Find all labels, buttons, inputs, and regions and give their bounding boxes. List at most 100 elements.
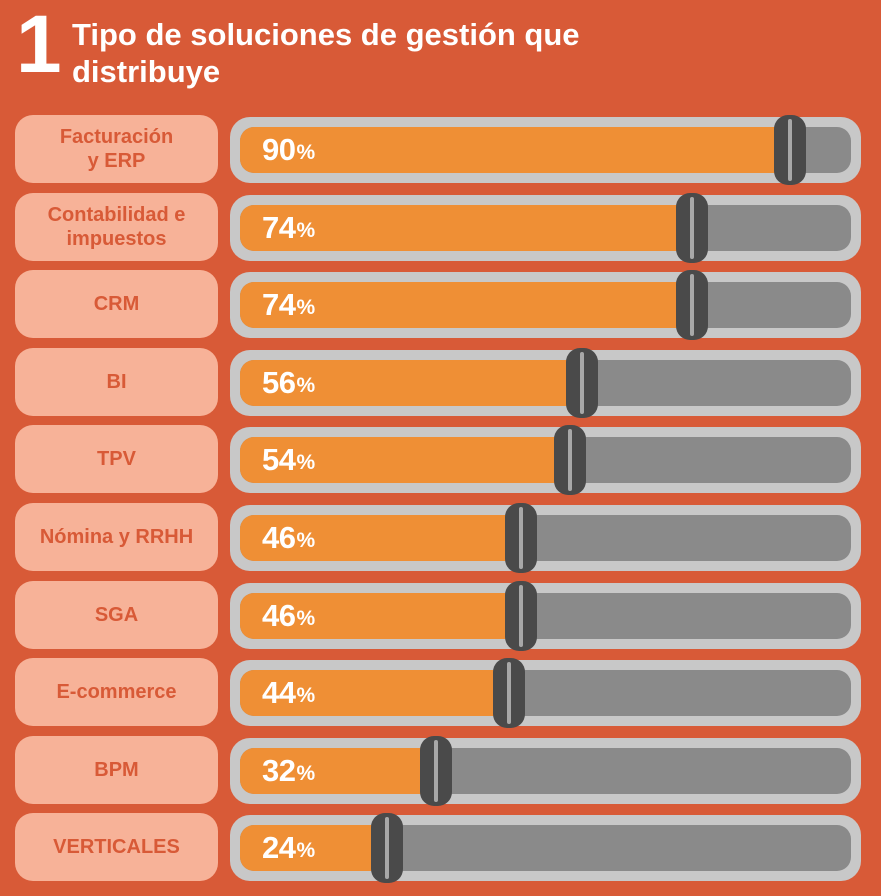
value-number: 46 bbox=[262, 520, 296, 555]
bar-end-marker bbox=[371, 813, 403, 883]
value-number: 90 bbox=[262, 132, 296, 167]
marker-line bbox=[788, 119, 792, 181]
category-label: CRM bbox=[15, 270, 218, 338]
bar-row: TPV 54% bbox=[0, 425, 881, 495]
bar-row: Facturación y ERP 90% bbox=[0, 115, 881, 185]
marker-line bbox=[580, 352, 584, 414]
value-number: 74 bbox=[262, 287, 296, 322]
category-label: Nómina y RRHH bbox=[15, 503, 218, 571]
value-label: 54% bbox=[262, 437, 315, 483]
marker-line bbox=[385, 817, 389, 879]
bar-end-marker bbox=[566, 348, 598, 418]
category-label: TPV bbox=[15, 425, 218, 493]
bar-track: 44% bbox=[230, 658, 861, 728]
bar-fill bbox=[240, 748, 436, 794]
bar-end-marker bbox=[676, 270, 708, 340]
value-number: 32 bbox=[262, 753, 296, 788]
value-number: 54 bbox=[262, 442, 296, 477]
category-label: E-commerce bbox=[15, 658, 218, 726]
value-unit: % bbox=[296, 607, 316, 630]
bar-track-inner: 54% bbox=[240, 425, 851, 495]
bar-track-inner: 56% bbox=[240, 348, 851, 418]
bar-fill bbox=[240, 670, 509, 716]
bar-end-marker bbox=[554, 425, 586, 495]
value-label: 32% bbox=[262, 748, 315, 794]
value-label: 24% bbox=[262, 825, 315, 871]
bar-fill bbox=[240, 360, 582, 406]
value-label: 56% bbox=[262, 360, 315, 406]
bar-row: Nómina y RRHH 46% bbox=[0, 503, 881, 573]
value-unit: % bbox=[296, 762, 316, 785]
bar-track: 74% bbox=[230, 270, 861, 340]
bar-end-marker bbox=[774, 115, 806, 185]
value-unit: % bbox=[296, 219, 316, 242]
bar-track-inner: 32% bbox=[240, 736, 851, 806]
bar-track-inner: 90% bbox=[240, 115, 851, 185]
value-label: 90% bbox=[262, 127, 315, 173]
bar-fill bbox=[240, 437, 570, 483]
marker-line bbox=[434, 740, 438, 802]
marker-line bbox=[690, 274, 694, 336]
bar-row: BPM 32% bbox=[0, 736, 881, 806]
value-unit: % bbox=[296, 141, 316, 164]
bar-track: 74% bbox=[230, 193, 861, 263]
value-number: 46 bbox=[262, 598, 296, 633]
bar-row: SGA 46% bbox=[0, 581, 881, 651]
marker-line bbox=[519, 507, 523, 569]
category-label: VERTICALES bbox=[15, 813, 218, 881]
bar-end-marker bbox=[505, 503, 537, 573]
bar-track: 54% bbox=[230, 425, 861, 495]
category-label: Contabilidad e impuestos bbox=[15, 193, 218, 261]
value-unit: % bbox=[296, 839, 316, 862]
bar-track-inner: 46% bbox=[240, 503, 851, 573]
marker-line bbox=[568, 429, 572, 491]
value-unit: % bbox=[296, 451, 316, 474]
category-label: Facturación y ERP bbox=[15, 115, 218, 183]
bar-track: 90% bbox=[230, 115, 861, 185]
bar-row: CRM 74% bbox=[0, 270, 881, 340]
bar-row: BI 56% bbox=[0, 348, 881, 418]
marker-line bbox=[507, 662, 511, 724]
bar-track-inner: 44% bbox=[240, 658, 851, 728]
marker-line bbox=[690, 197, 694, 259]
bar-end-marker bbox=[676, 193, 708, 263]
bar-track: 56% bbox=[230, 348, 861, 418]
bar-row: VERTICALES 24% bbox=[0, 813, 881, 883]
category-label: BI bbox=[15, 348, 218, 416]
chart-title: Tipo de soluciones de gestión que distri… bbox=[72, 17, 580, 89]
value-unit: % bbox=[296, 529, 316, 552]
value-unit: % bbox=[296, 296, 316, 319]
bar-fill bbox=[240, 282, 692, 328]
value-label: 46% bbox=[262, 593, 315, 639]
bar-track-inner: 46% bbox=[240, 581, 851, 651]
value-label: 44% bbox=[262, 670, 315, 716]
bar-fill bbox=[240, 515, 521, 561]
bar-track: 46% bbox=[230, 581, 861, 651]
bar-track-inner: 74% bbox=[240, 193, 851, 263]
bar-fill bbox=[240, 205, 692, 251]
bar-row: E-commerce 44% bbox=[0, 658, 881, 728]
value-number: 56 bbox=[262, 365, 296, 400]
bar-end-marker bbox=[420, 736, 452, 806]
bar-track: 32% bbox=[230, 736, 861, 806]
value-number: 44 bbox=[262, 675, 296, 710]
value-label: 46% bbox=[262, 515, 315, 561]
value-number: 24 bbox=[262, 830, 296, 865]
bar-end-marker bbox=[493, 658, 525, 728]
value-number: 74 bbox=[262, 210, 296, 245]
value-unit: % bbox=[296, 684, 316, 707]
value-label: 74% bbox=[262, 205, 315, 251]
value-unit: % bbox=[296, 374, 316, 397]
bar-end-marker bbox=[505, 581, 537, 651]
bar-track-inner: 24% bbox=[240, 813, 851, 883]
value-label: 74% bbox=[262, 282, 315, 328]
category-label: BPM bbox=[15, 736, 218, 804]
bar-track: 46% bbox=[230, 503, 861, 573]
bar-track-inner: 74% bbox=[240, 270, 851, 340]
bar-row: Contabilidad e impuestos 74% bbox=[0, 193, 881, 263]
bar-fill bbox=[240, 127, 790, 173]
section-number: 1 bbox=[16, 0, 62, 90]
category-label: SGA bbox=[15, 581, 218, 649]
bar-fill bbox=[240, 593, 521, 639]
